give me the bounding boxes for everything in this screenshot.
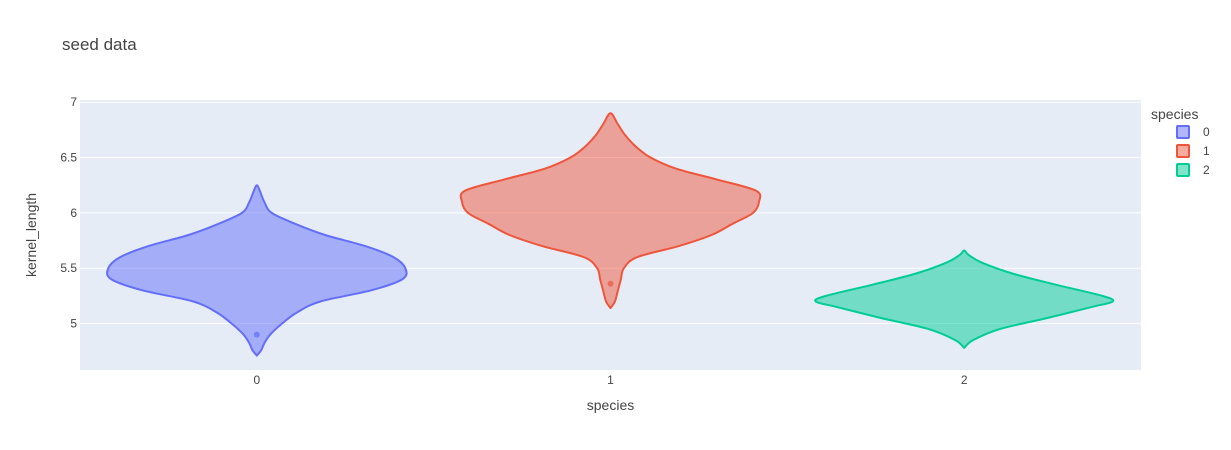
y-tick-label: 6	[70, 206, 77, 220]
violin-1[interactable]	[459, 112, 762, 310]
x-axis-title: species	[587, 397, 634, 413]
legend-label-0[interactable]: 0	[1203, 125, 1210, 139]
legend: species 0 1 2	[1151, 106, 1210, 177]
violin-0[interactable]	[106, 184, 408, 357]
outlier-point-1[interactable]	[607, 280, 614, 287]
legend-label-1[interactable]: 1	[1203, 144, 1210, 158]
legend-swatch-2[interactable]	[1176, 163, 1190, 177]
y-tick-label: 7	[70, 95, 77, 109]
legend-swatch-1[interactable]	[1176, 144, 1190, 158]
chart-title: seed data	[62, 35, 137, 54]
x-axis-ticks: 0 1 2	[253, 373, 967, 387]
x-tick-label: 2	[961, 373, 968, 387]
y-tick-label: 6.5	[60, 151, 77, 165]
outlier-point-0[interactable]	[253, 331, 260, 338]
y-tick-label: 5.5	[60, 261, 77, 275]
violin-2[interactable]	[814, 249, 1115, 349]
legend-title: species	[1151, 106, 1198, 122]
y-axis-ticks: 5 5.5 6 6.5 7	[60, 95, 77, 330]
y-tick-label: 5	[70, 317, 77, 331]
violins	[106, 112, 1115, 357]
y-axis-title: kernel_length	[23, 193, 39, 277]
x-tick-label: 1	[607, 373, 614, 387]
x-tick-label: 0	[253, 373, 260, 387]
legend-label-2[interactable]: 2	[1203, 163, 1210, 177]
legend-swatch-0[interactable]	[1176, 125, 1190, 139]
